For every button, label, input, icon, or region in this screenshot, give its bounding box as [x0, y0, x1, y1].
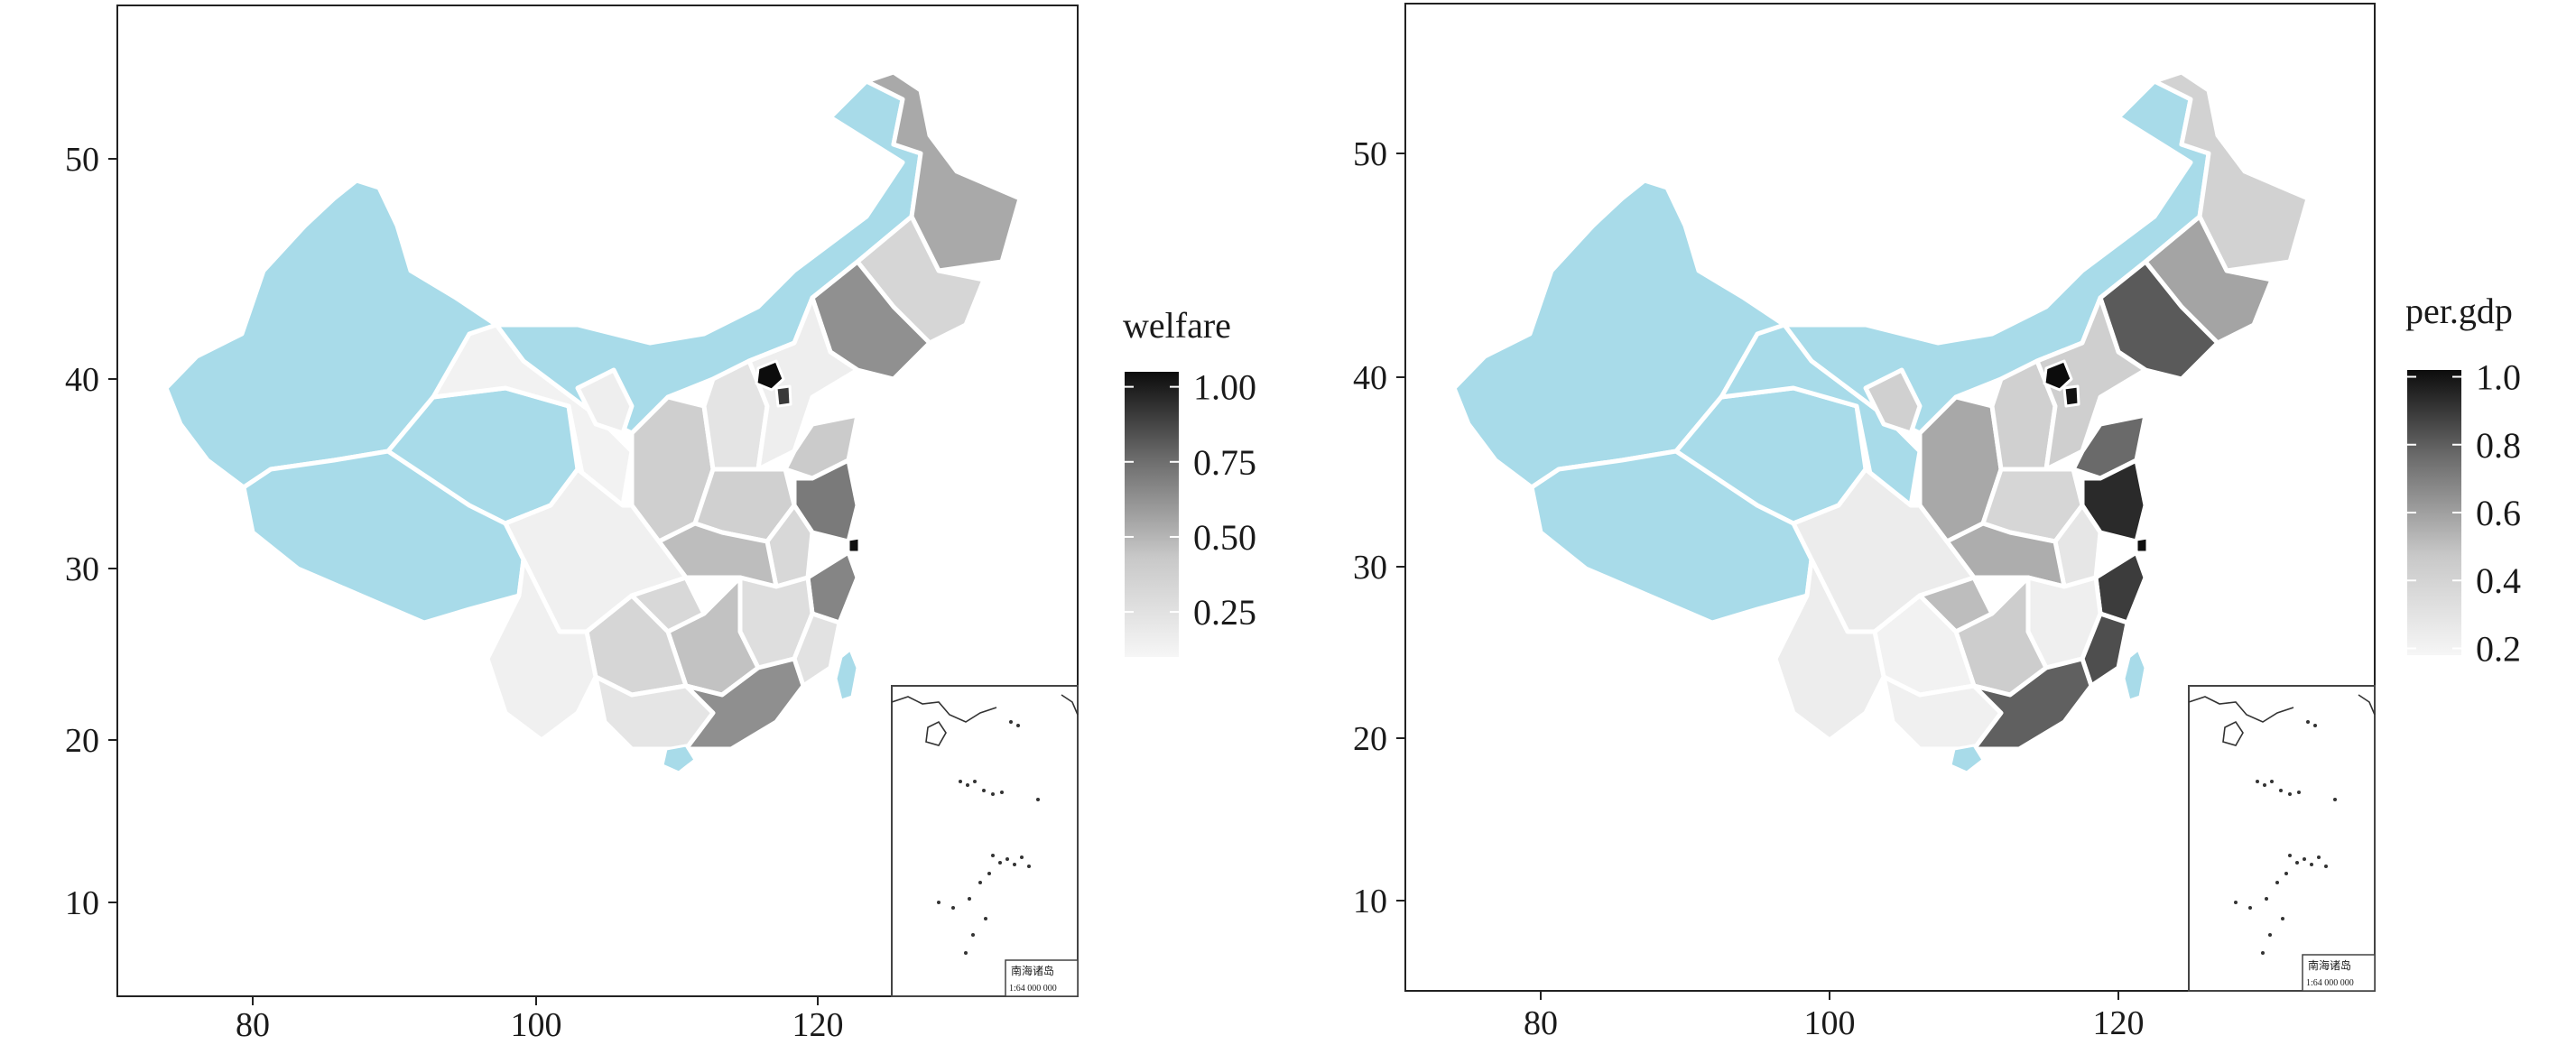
inset-taiwan-coast	[2358, 694, 2376, 716]
inset-frame	[2188, 685, 2376, 992]
welfare-axes: 50 40 30 20 10 80 100 120	[65, 141, 844, 1044]
welfare-south-china-sea-inset: 南海诸岛 1:64 000 000	[891, 685, 1079, 997]
inset-label: 南海诸岛	[2308, 958, 2351, 972]
province-hubei	[656, 521, 779, 589]
legend-title: per.gdp	[2405, 291, 2513, 331]
per-gdp-axes: 50 40 30 20 10 80 100 120	[1353, 135, 2145, 1042]
inset-taiwan-coast	[1061, 694, 1079, 716]
inset-hainan	[925, 720, 947, 746]
legend-tick-label: 0.2	[2476, 628, 2521, 669]
province-beijing	[2043, 359, 2073, 392]
y-tick-label: 40	[65, 361, 99, 399]
province-shanghai	[847, 536, 861, 554]
legend-colorbar	[1125, 372, 1179, 657]
legend-tick-label: 0.4	[2476, 560, 2521, 601]
x-tick-label: 120	[2093, 1004, 2145, 1040]
welfare-legend: welfare 1.00 0.75 0.50 0.25	[1123, 305, 1256, 657]
province-taiwan	[2122, 647, 2147, 702]
legend-tick-label: 0.75	[1193, 442, 1256, 483]
legend-title: welfare	[1123, 305, 1231, 346]
inset-scale: 1:64 000 000	[2306, 978, 2354, 988]
per-gdp-china-map	[1451, 69, 2311, 774]
inset-frame	[891, 685, 1079, 997]
x-tick-label: 80	[236, 1006, 270, 1040]
province-shanghai	[2135, 536, 2149, 554]
province-heilongjiang	[2152, 69, 2311, 273]
legend-ticks: 1.0 0.8 0.6 0.4 0.2	[2407, 357, 2521, 669]
per-gdp-legend: per.gdp 1.0 0.8 0.6 0.4 0.2	[2405, 291, 2521, 669]
inset-scale: 1:64 000 000	[1009, 984, 1057, 994]
per-gdp-map-panel: 南海诸岛 1:64 000 000 50 40 30 20 10 80 100 …	[1288, 0, 2576, 1042]
province-gansu	[1719, 322, 1923, 508]
x-tick-label: 80	[1524, 1004, 1558, 1040]
legend-tick-label: 0.8	[2476, 425, 2521, 466]
y-tick-label: 20	[1353, 720, 1387, 758]
y-tick-label: 40	[1353, 359, 1387, 397]
province-hainan	[1949, 744, 1985, 774]
province-guangdong	[683, 656, 806, 752]
legend-tick-label: 1.00	[1193, 367, 1256, 408]
welfare-china-map	[163, 69, 1023, 774]
y-tick-label: 10	[1353, 883, 1387, 920]
province-beijing	[755, 359, 785, 392]
y-tick-label: 30	[65, 550, 99, 588]
y-tick-label: 10	[65, 884, 99, 922]
province-hainan	[661, 744, 697, 774]
legend-tick-label: 0.50	[1193, 517, 1256, 558]
province-gansu	[431, 322, 635, 508]
province-guangdong	[1971, 656, 2094, 752]
inset-coastline	[2188, 696, 2294, 723]
province-heilongjiang	[864, 69, 1023, 273]
y-tick-label: 30	[1353, 549, 1387, 587]
x-tick-label: 100	[1804, 1004, 1856, 1040]
inset-hainan	[2222, 720, 2244, 746]
province-yunnan	[485, 557, 598, 743]
inset-islands	[937, 720, 1040, 955]
inset-label: 南海诸岛	[1011, 964, 1054, 977]
inset-islands	[2234, 720, 2337, 955]
legend-tick-label: 0.25	[1193, 592, 1256, 633]
per-gdp-map-svg: 南海诸岛 1:64 000 000 50 40 30 20 10 80 100 …	[1353, 3, 2521, 1042]
x-tick-label: 100	[511, 1006, 562, 1040]
inset-coastline	[891, 696, 997, 723]
legend-tick-label: 1.0	[2476, 357, 2521, 398]
province-hebei	[2034, 295, 2148, 472]
province-hubei	[1944, 521, 2067, 589]
welfare-map-svg: 南海诸岛 1:64 000 000 50 40 30 20 10 80 100 …	[65, 5, 1256, 1044]
y-tick-label: 20	[65, 722, 99, 760]
province-ningxia	[1863, 367, 1923, 436]
welfare-map-panel: 南海诸岛 1:64 000 000 50 40 30 20 10 80 100 …	[0, 0, 1288, 1044]
province-taiwan	[834, 647, 859, 702]
province-tianjin	[2062, 384, 2080, 408]
province-yunnan	[1773, 557, 1886, 743]
x-tick-label: 120	[792, 1006, 844, 1040]
province-hebei	[746, 295, 860, 472]
province-ningxia	[575, 367, 635, 436]
province-tianjin	[774, 384, 792, 408]
y-tick-label: 50	[1353, 135, 1387, 173]
y-tick-label: 50	[65, 141, 99, 179]
legend-ticks: 1.00 0.75 0.50 0.25	[1125, 367, 1256, 633]
legend-tick-label: 0.6	[2476, 493, 2521, 533]
per-gdp-south-china-sea-inset: 南海诸岛 1:64 000 000	[2188, 685, 2376, 992]
